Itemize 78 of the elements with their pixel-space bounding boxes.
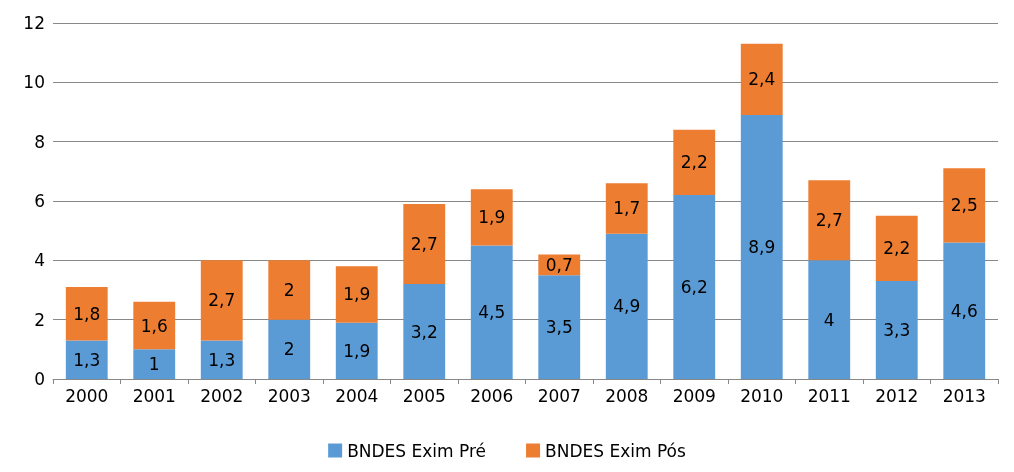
data-label: 2,7 (208, 290, 236, 311)
bar (605, 233, 648, 379)
data-label: 2,2 (883, 238, 911, 259)
bar (470, 245, 513, 379)
data-label: 6,2 (680, 277, 708, 298)
data-label: 1,9 (478, 207, 506, 228)
bar (943, 168, 986, 243)
data-label: 3,3 (883, 320, 911, 341)
data-label: 2,2 (680, 152, 708, 173)
y-tick-label: 4 (34, 250, 45, 271)
bar (200, 260, 243, 341)
bar (403, 284, 446, 379)
x-tick-label: 2005 (402, 385, 446, 406)
bar (943, 242, 986, 379)
x-tick-label: 2009 (672, 385, 716, 406)
x-tick-label: 2013 (942, 385, 986, 406)
data-label: 2,7 (410, 234, 438, 255)
data-label: 1 (148, 354, 160, 375)
bar (808, 180, 851, 261)
data-label: 1,9 (343, 284, 371, 305)
data-label: 1,3 (73, 349, 101, 370)
data-label: 2 (283, 280, 295, 300)
data-label: 2 (283, 339, 295, 360)
y-tick-label: 0 (34, 369, 45, 389)
bar (335, 322, 378, 379)
x-tick-label: 2010 (740, 385, 784, 406)
bar (740, 114, 783, 379)
legend-label: BNDES Exim Pós (545, 440, 686, 461)
data-label: 1,6 (140, 315, 168, 336)
x-tick-label: 2001 (132, 385, 176, 406)
bar (200, 340, 243, 379)
x-tick-label: 2006 (470, 385, 514, 406)
bar (133, 301, 176, 350)
x-tick-label: 2004 (335, 385, 379, 406)
bar (875, 281, 918, 379)
data-label: 4,9 (613, 296, 641, 317)
bar (673, 129, 716, 196)
data-label: 3,5 (545, 317, 573, 338)
x-tick-label: 2012 (875, 385, 919, 406)
x-tick-label: 2002 (200, 385, 244, 406)
bar (538, 275, 581, 379)
legend-label: BNDES Exim Pré (347, 440, 487, 461)
bar (268, 319, 311, 379)
bar (740, 43, 783, 115)
bar (808, 260, 851, 379)
y-tick-label: 10 (23, 72, 45, 93)
bar (268, 260, 311, 320)
x-tick-label: 2011 (807, 385, 851, 406)
y-tick-label: 2 (34, 309, 45, 330)
x-tick-label: 2007 (537, 385, 581, 406)
data-label: 8,9 (748, 236, 776, 257)
data-label: 1,8 (73, 303, 101, 324)
bar (875, 215, 918, 282)
y-tick-label: 8 (34, 131, 45, 152)
data-label: 2,4 (748, 69, 776, 90)
bar (673, 195, 716, 379)
data-label: 2,7 (815, 210, 843, 231)
data-label: 1,7 (613, 198, 641, 219)
data-label: 3,2 (410, 321, 438, 342)
bar (133, 349, 176, 379)
y-tick-label: 12 (23, 13, 45, 33)
bar (605, 183, 648, 234)
data-label: 1,3 (208, 349, 236, 370)
data-label: 4,6 (950, 300, 978, 321)
bar (335, 266, 378, 323)
x-tick-label: 2000 (65, 385, 109, 406)
bar (470, 189, 513, 246)
x-tick-label: 2003 (267, 385, 311, 406)
bar (403, 203, 446, 285)
data-label: 4 (823, 309, 835, 330)
data-label: 4,5 (478, 302, 506, 323)
x-tick-label: 2008 (605, 385, 649, 406)
bar (65, 287, 108, 341)
data-label: 0,7 (545, 254, 573, 275)
data-label: 2,5 (950, 195, 978, 216)
y-tick-label: 6 (34, 191, 45, 211)
data-label: 1,9 (343, 340, 371, 361)
bar (65, 340, 108, 379)
